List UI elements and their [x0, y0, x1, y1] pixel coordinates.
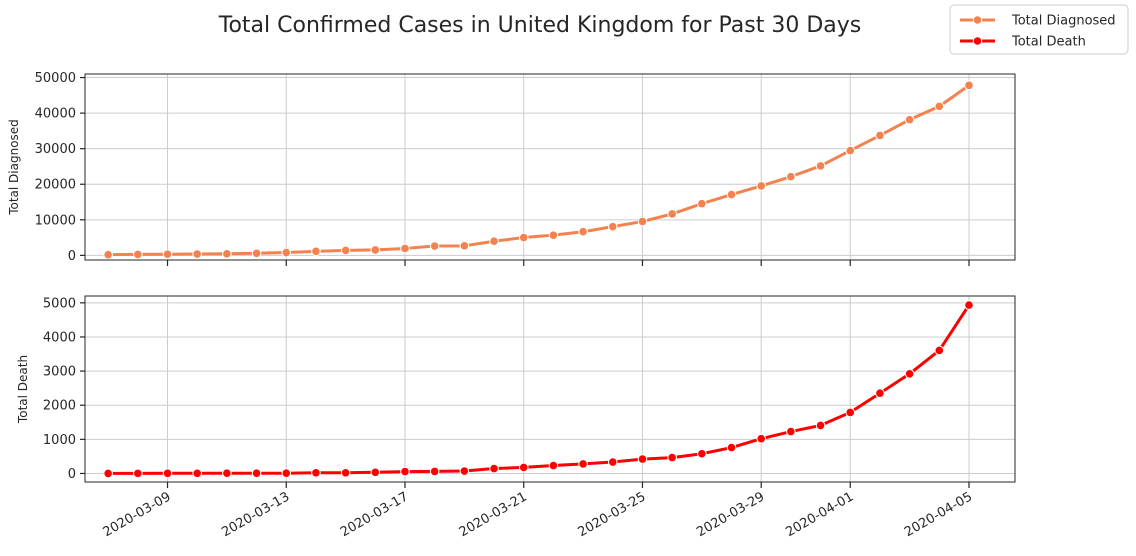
y-tick-label: 3000	[43, 365, 76, 380]
x-tick-label: 2020-03-25	[576, 489, 649, 540]
data-point	[400, 466, 410, 477]
y-tick-label: 50000	[35, 71, 76, 86]
diagnosed-panel: 0 10000 20000 30000 40000 50000 Total Diagnose…	[7, 71, 1016, 266]
data-point	[904, 368, 915, 379]
data-point	[518, 232, 529, 243]
data-point	[370, 245, 381, 255]
data-point	[697, 448, 707, 459]
data-point	[429, 241, 440, 251]
x-tick-label: 2020-03-29	[694, 489, 767, 540]
y-tick-label: 20000	[35, 178, 76, 193]
data-point	[222, 468, 232, 478]
data-point	[697, 198, 707, 209]
data-point	[904, 114, 915, 125]
legend-label: Total Death	[1011, 35, 1086, 50]
data-point	[281, 468, 292, 478]
data-point	[875, 388, 885, 398]
x-tick-label: 2020-03-13	[219, 489, 292, 540]
data-point	[667, 209, 677, 219]
data-point	[192, 249, 203, 259]
legend-marker	[972, 15, 983, 25]
legend: Total Diagnosed Total Death	[949, 4, 1129, 55]
data-point	[429, 466, 440, 477]
data-point	[607, 457, 618, 467]
data-point	[786, 171, 796, 182]
data-point	[578, 459, 588, 469]
data-point	[815, 420, 826, 431]
data-point	[400, 243, 410, 254]
data-point	[934, 345, 945, 356]
data-point	[756, 181, 767, 191]
data-point	[162, 249, 173, 260]
y-tick-label: 5000	[43, 296, 76, 311]
x-tick-label: 2020-03-21	[457, 489, 530, 540]
data-point	[251, 248, 262, 259]
data-point	[964, 80, 974, 91]
y-tick-label: 40000	[35, 107, 76, 122]
legend-marker	[972, 36, 983, 46]
data-point	[637, 216, 648, 227]
series-line	[108, 84, 970, 257]
data-point	[370, 467, 381, 478]
x-tick-label: 2020-04-05	[902, 489, 975, 540]
axes-frame	[84, 73, 1016, 261]
data-point	[875, 130, 885, 141]
data-point	[786, 426, 796, 437]
x-axis: 2020-03-09 2020-03-13 2020-03-17 2020-03-21…	[101, 489, 975, 540]
y-tick-label: 0	[68, 467, 76, 482]
data-point	[548, 460, 559, 471]
data-point	[845, 407, 856, 418]
data-point	[459, 241, 470, 251]
data-point	[578, 226, 588, 237]
x-tick-label: 2020-03-09	[101, 489, 174, 540]
data-point	[340, 245, 351, 256]
data-point	[103, 249, 113, 260]
y-tick-label: 0	[68, 249, 76, 264]
x-tick-label: 2020-03-17	[338, 489, 411, 540]
data-point	[340, 467, 351, 478]
legend-label: Total Diagnosed	[1011, 14, 1116, 29]
death-panel: 0 1000 2000 3000 4000 5000 Total Death	[16, 295, 1016, 488]
data-point	[192, 468, 203, 479]
data-point	[311, 246, 321, 257]
data-point	[251, 468, 262, 478]
data-point	[756, 433, 767, 444]
data-point	[726, 442, 737, 453]
data-point	[133, 468, 143, 479]
series-line	[108, 304, 971, 475]
data-point	[726, 189, 737, 200]
data-point	[815, 161, 826, 171]
y-tick-label: 2000	[43, 399, 76, 414]
x-tick-label: 2020-04-01	[783, 489, 856, 540]
data-point	[845, 145, 856, 156]
data-point	[162, 468, 173, 479]
y-tick-label: 4000	[43, 330, 76, 345]
chart-title: Total Confirmed Cases in United Kingdom …	[218, 13, 861, 38]
data-point	[934, 101, 945, 112]
data-point	[518, 462, 529, 473]
y-axis-label: Total Diagnosed	[7, 119, 21, 216]
data-point	[133, 249, 143, 260]
data-point	[607, 221, 618, 232]
data-point	[489, 236, 499, 247]
data-point	[222, 248, 232, 259]
data-point	[489, 463, 499, 474]
y-tick-label: 30000	[35, 142, 76, 157]
data-point	[637, 454, 648, 464]
data-point	[311, 467, 321, 478]
axes-frame	[84, 295, 1016, 483]
data-point	[281, 247, 292, 258]
data-point	[964, 300, 974, 310]
data-point	[103, 468, 113, 479]
data-point	[667, 452, 677, 463]
y-axis-label: Total Death	[16, 355, 30, 424]
y-tick-label: 10000	[35, 213, 76, 228]
data-point	[548, 230, 559, 240]
y-tick-label: 1000	[43, 433, 76, 448]
data-point	[459, 466, 470, 476]
